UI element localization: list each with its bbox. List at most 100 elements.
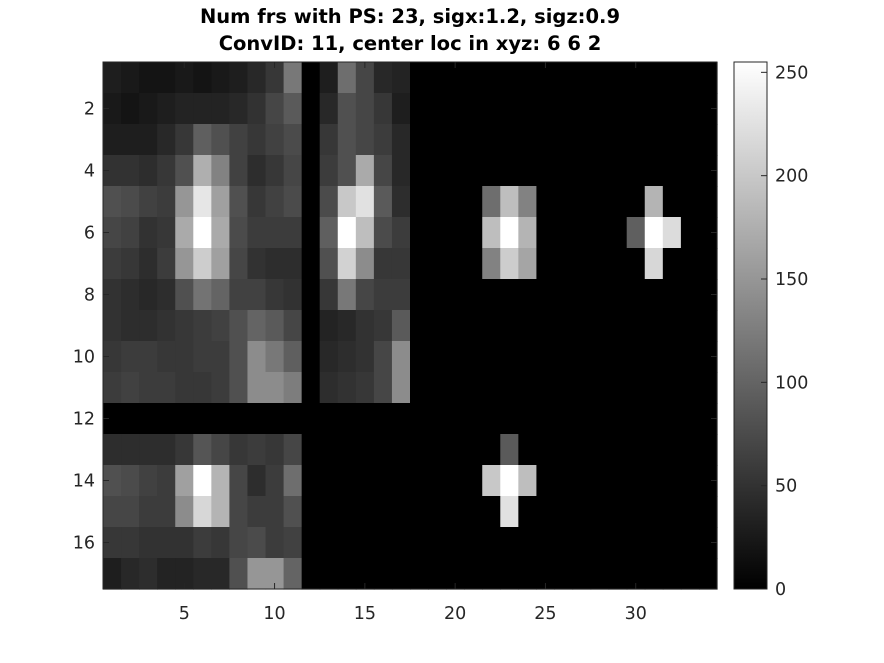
heatmap-cell xyxy=(428,279,447,311)
heatmap-cell xyxy=(662,341,682,373)
heatmap-cell xyxy=(103,496,122,528)
heatmap-cell xyxy=(518,310,538,342)
heatmap-cell xyxy=(410,186,429,218)
heatmap-cell xyxy=(680,341,700,373)
heatmap-cell xyxy=(391,248,411,280)
heatmap-cell xyxy=(554,310,574,342)
heatmap-cell xyxy=(536,124,556,156)
heatmap-cell xyxy=(536,434,556,466)
heatmap-cell xyxy=(337,186,357,218)
heatmap-cell xyxy=(247,341,267,373)
heatmap-cell xyxy=(410,279,429,311)
heatmap-cell xyxy=(536,93,556,125)
heatmap-cell xyxy=(121,403,140,435)
heatmap-cell xyxy=(103,372,122,404)
heatmap-cell xyxy=(301,372,321,404)
heatmap-cell xyxy=(464,155,483,187)
heatmap-cell xyxy=(193,527,212,559)
heatmap-cell xyxy=(391,341,411,373)
heatmap-cell xyxy=(518,124,538,156)
heatmap-cell xyxy=(698,279,718,311)
heatmap-cell xyxy=(500,93,519,125)
heatmap-cell xyxy=(662,124,682,156)
heatmap-cell xyxy=(428,186,447,218)
heatmap-cell xyxy=(428,62,447,94)
heatmap-cell xyxy=(644,372,664,404)
heatmap-cell xyxy=(103,155,122,187)
heatmap-cell xyxy=(355,155,375,187)
heatmap-cell xyxy=(391,434,411,466)
heatmap-cell xyxy=(193,62,212,94)
heatmap-cell xyxy=(644,527,664,559)
heatmap-cell xyxy=(590,248,610,280)
x-tick-label: 20 xyxy=(444,604,466,624)
heatmap-cell xyxy=(554,62,574,94)
heatmap-cell xyxy=(247,124,267,156)
heatmap-cell xyxy=(229,248,249,280)
heatmap-cell xyxy=(283,62,303,94)
heatmap-cell xyxy=(500,62,519,94)
heatmap-cell xyxy=(193,124,212,156)
heatmap-cell xyxy=(680,279,700,311)
x-tick-label: 30 xyxy=(625,604,647,624)
heatmap-cell xyxy=(680,527,700,559)
heatmap-cell xyxy=(355,93,375,125)
heatmap-cell xyxy=(247,248,267,280)
heatmap-cell xyxy=(662,155,682,187)
heatmap-cell xyxy=(608,403,628,435)
heatmap-cell xyxy=(482,310,501,342)
heatmap-cell xyxy=(121,558,140,590)
colorbar-tick-label: 50 xyxy=(775,477,797,497)
heatmap-cell xyxy=(121,434,140,466)
heatmap-cell xyxy=(554,217,574,249)
heatmap-cell xyxy=(193,434,212,466)
heatmap-cell xyxy=(536,248,556,280)
heatmap-cell xyxy=(139,62,158,94)
heatmap-cell xyxy=(428,217,447,249)
heatmap-cell xyxy=(698,155,718,187)
heatmap-cell xyxy=(482,248,501,280)
colorbar-tick-label: 100 xyxy=(775,373,808,393)
heatmap-cell xyxy=(680,62,700,94)
heatmap-cell xyxy=(229,465,249,497)
heatmap-cell xyxy=(103,93,122,125)
heatmap-cell xyxy=(373,527,393,559)
heatmap-cell xyxy=(391,62,411,94)
x-tick-label: 25 xyxy=(534,604,556,624)
heatmap-cell xyxy=(175,279,194,311)
heatmap-cell xyxy=(139,496,158,528)
heatmap-cell xyxy=(626,434,646,466)
heatmap-cell xyxy=(590,93,610,125)
heatmap-cell xyxy=(662,527,682,559)
heatmap-cell xyxy=(626,155,646,187)
y-tick-label: 4 xyxy=(84,162,95,182)
heatmap-cell xyxy=(572,279,592,311)
heatmap-cell xyxy=(680,465,700,497)
heatmap-cell xyxy=(626,279,646,311)
heatmap-cell xyxy=(211,155,231,187)
heatmap-cell xyxy=(410,403,429,435)
heatmap-cell xyxy=(482,279,501,311)
heatmap-cell xyxy=(698,527,718,559)
heatmap-cell xyxy=(590,62,610,94)
heatmap-cell xyxy=(554,186,574,218)
y-tick-label: 8 xyxy=(84,286,95,306)
heatmap-cell xyxy=(626,558,646,590)
heatmap-cell xyxy=(337,93,357,125)
heatmap-cell xyxy=(644,434,664,466)
heatmap-cell xyxy=(355,124,375,156)
heatmap-cell xyxy=(446,279,465,311)
heatmap-cell xyxy=(391,496,411,528)
heatmap-cell xyxy=(572,155,592,187)
heatmap-cell xyxy=(446,403,465,435)
heatmap-cell xyxy=(265,93,285,125)
heatmap-cell xyxy=(319,496,339,528)
heatmap-cell xyxy=(518,465,538,497)
heatmap-cell xyxy=(662,310,682,342)
heatmap-cell xyxy=(518,527,538,559)
heatmap-cell xyxy=(482,496,501,528)
heatmap-cell xyxy=(482,186,501,218)
heatmap-cell xyxy=(680,155,700,187)
heatmap-cell xyxy=(247,434,267,466)
heatmap-cell xyxy=(211,217,231,249)
